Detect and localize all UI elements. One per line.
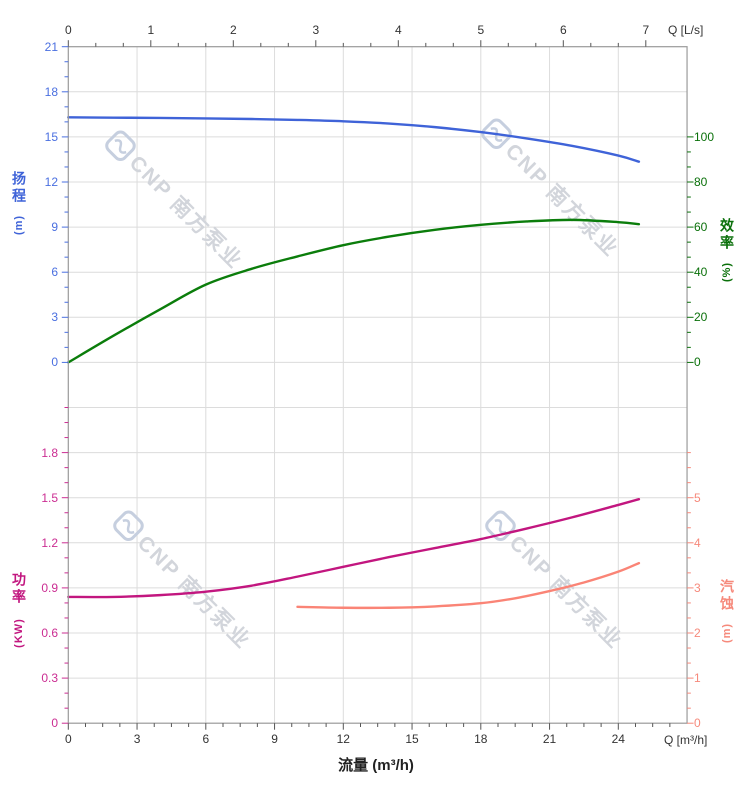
head-axis-tick-label: 3: [51, 310, 58, 325]
top-axis-tick-label: 5: [477, 23, 485, 37]
power-axis-tick-label: 1.8: [41, 445, 58, 460]
efficiency-axis-unit: (%): [721, 261, 734, 283]
bottom-axis-tick-label: 18: [474, 732, 488, 746]
bottom-axis-tick-label: 12: [336, 732, 350, 746]
top-axis-tick-label: 0: [64, 23, 72, 37]
top-axis-unit-label: Q [L/s]: [668, 23, 704, 37]
efficiency-axis-tick-label: 0: [694, 355, 701, 370]
bottom-axis-unit-label: Q [m³/h]: [664, 733, 708, 747]
npsh-axis-tick-label: 3: [694, 580, 701, 595]
efficiency-axis-title-text: 效率: [719, 218, 735, 252]
efficiency-axis-tick-label: 80: [694, 175, 708, 189]
watermark: CNP 南方泵业: [485, 510, 628, 654]
watermark: CNP 南方泵业: [113, 510, 256, 654]
head-axis-tick-label: 18: [44, 84, 58, 99]
bottom-axis-tick-label: 3: [133, 732, 141, 746]
axis-ticks: [61, 40, 694, 730]
gridlines: [68, 46, 688, 724]
npsh-axis-tick-label: 2: [694, 626, 701, 640]
cnp-logo-watermark-icon: [105, 130, 136, 162]
cnp-logo-watermark-icon: [481, 118, 512, 150]
cnp-logo-wave: [494, 519, 507, 534]
head-axis-tick-label: 21: [44, 39, 58, 54]
efficiency-axis-tick-label: 60: [694, 220, 708, 235]
bottom-axis-tick-label: 9: [271, 732, 278, 746]
power-axis-title: 功率 (KW): [8, 572, 30, 655]
efficiency-axis-tick-label: 40: [694, 265, 708, 280]
watermark-text: CNP 南方泵业: [125, 151, 248, 274]
power-axis-tick-label: 1.5: [41, 490, 58, 505]
npsh-axis-tick-label: 4: [694, 535, 701, 550]
head-curve: [67, 116, 641, 163]
head-axis-tick-label: 15: [44, 129, 58, 144]
npsh-axis-tick-label: 5: [694, 490, 701, 505]
top-axis-tick-label: 4: [394, 23, 402, 37]
power-curve: [67, 498, 641, 599]
cnp-logo-wave: [122, 519, 135, 534]
efficiency-curve: [67, 218, 641, 364]
bottom-axis-tick-label: 24: [611, 732, 625, 746]
power-axis-unit: (KW): [13, 618, 25, 648]
head-axis-tick-label: 0: [51, 355, 58, 370]
watermark: CNP 南方泵业: [105, 130, 248, 274]
bottom-axis-tick-label: 6: [202, 732, 210, 746]
npsh-axis-tick-label: 1: [694, 671, 701, 686]
top-axis-tick-label: 6: [559, 23, 567, 37]
npsh-axis-title-text: 汽蚀: [719, 579, 735, 613]
power-axis-title-text: 功率: [11, 572, 27, 606]
efficiency-axis-tick-label: 20: [694, 310, 708, 325]
cnp-logo-watermark-icon: [113, 510, 144, 542]
top-axis-tick-label: 3: [312, 23, 320, 37]
npsh-curve: [296, 561, 641, 610]
head-axis-title: 扬程 (m): [8, 171, 30, 240]
cnp-logo-wave: [114, 139, 127, 154]
top-axis-tick-label: 1: [147, 23, 155, 37]
watermark-text: CNP 南方泵业: [505, 531, 628, 654]
efficiency-axis-tick-label: 100: [694, 129, 715, 144]
npsh-axis-tick-label: 0: [694, 716, 701, 731]
power-axis-tick-label: 0.9: [41, 580, 58, 595]
head-axis-tick-label: 9: [51, 220, 58, 235]
power-axis-tick-label: 0.3: [41, 671, 58, 686]
bottom-axis-tick-label: 15: [405, 732, 419, 746]
power-axis-tick-label: 1.2: [41, 535, 58, 550]
bottom-axis-tick-label: 21: [542, 732, 557, 746]
npsh-axis-title: 汽蚀 (m): [716, 579, 738, 648]
curves: [67, 116, 641, 610]
power-axis-tick-label: 0: [51, 716, 58, 731]
watermark-layer: CNP 南方泵业 CNP 南方泵业 CNP 南方泵业 CNP 南方泵业: [105, 118, 628, 654]
head-axis-title-text: 扬程: [11, 171, 27, 205]
top-axis-tick-label: 7: [642, 23, 650, 37]
flow-axis-title: 流量 (m³/h): [338, 757, 414, 774]
watermark-text: CNP 南方泵业: [501, 139, 624, 262]
power-axis-tick-label: 0.6: [41, 626, 58, 640]
npsh-axis-unit: (m): [721, 622, 734, 644]
head-axis-tick-label: 6: [51, 265, 58, 280]
head-axis-unit: (m): [13, 214, 26, 236]
bottom-axis-tick-label: 0: [64, 732, 72, 746]
top-axis-tick-label: 2: [229, 23, 237, 37]
efficiency-axis-title: 效率 (%): [716, 218, 738, 287]
watermark: CNP 南方泵业: [481, 118, 624, 262]
head-axis-tick-label: 12: [44, 175, 58, 189]
